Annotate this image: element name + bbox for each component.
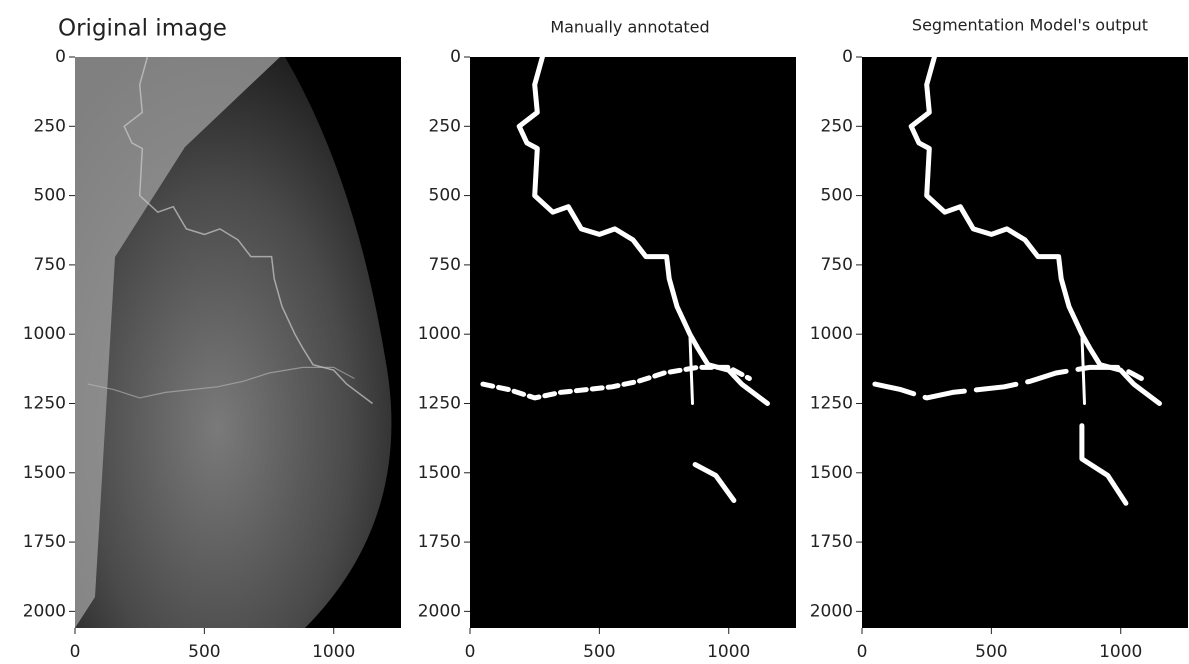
y-tick-label: 0 — [842, 47, 853, 67]
x-tick-label: 0 — [70, 642, 81, 662]
panel-title: Segmentation Model's output — [912, 16, 1148, 35]
image-background — [862, 57, 1188, 628]
y-tick-label: 250 — [34, 116, 66, 136]
y-tick-label: 1000 — [810, 324, 853, 344]
y-tick-label: 750 — [34, 255, 66, 275]
y-tick-label: 500 — [429, 186, 461, 206]
panel-title: Manually annotated — [550, 18, 709, 37]
y-tick-label: 1500 — [810, 463, 853, 483]
y-tick-label: 500 — [821, 186, 853, 206]
x-tick-label: 1000 — [707, 642, 750, 662]
x-tick-label: 1000 — [312, 642, 355, 662]
y-tick-label: 1750 — [23, 532, 66, 552]
y-tick-label: 1250 — [418, 393, 461, 413]
y-tick-label: 0 — [55, 47, 66, 67]
y-tick-label: 1500 — [418, 463, 461, 483]
y-tick-label: 1000 — [23, 324, 66, 344]
image-background — [470, 57, 796, 628]
panel-title: Original image — [58, 16, 227, 42]
x-tick-label: 0 — [465, 642, 476, 662]
y-tick-label: 1750 — [810, 532, 853, 552]
x-tick-label: 500 — [583, 642, 615, 662]
y-tick-label: 1000 — [418, 324, 461, 344]
y-tick-label: 500 — [34, 186, 66, 206]
y-tick-label: 1250 — [23, 393, 66, 413]
y-tick-label: 750 — [821, 255, 853, 275]
x-tick-label: 500 — [188, 642, 220, 662]
x-tick-label: 0 — [857, 642, 868, 662]
figure: Original image Manually annotated Segmen… — [0, 0, 1189, 664]
y-tick-label: 250 — [429, 116, 461, 136]
y-tick-label: 1750 — [418, 532, 461, 552]
y-tick-label: 1250 — [810, 393, 853, 413]
y-tick-label: 2000 — [810, 601, 853, 621]
y-tick-label: 2000 — [418, 601, 461, 621]
y-tick-label: 0 — [450, 47, 461, 67]
y-tick-label: 750 — [429, 255, 461, 275]
x-tick-label: 500 — [975, 642, 1007, 662]
y-tick-label: 1500 — [23, 463, 66, 483]
y-tick-label: 2000 — [23, 601, 66, 621]
y-tick-label: 250 — [821, 116, 853, 136]
x-tick-label: 1000 — [1099, 642, 1142, 662]
